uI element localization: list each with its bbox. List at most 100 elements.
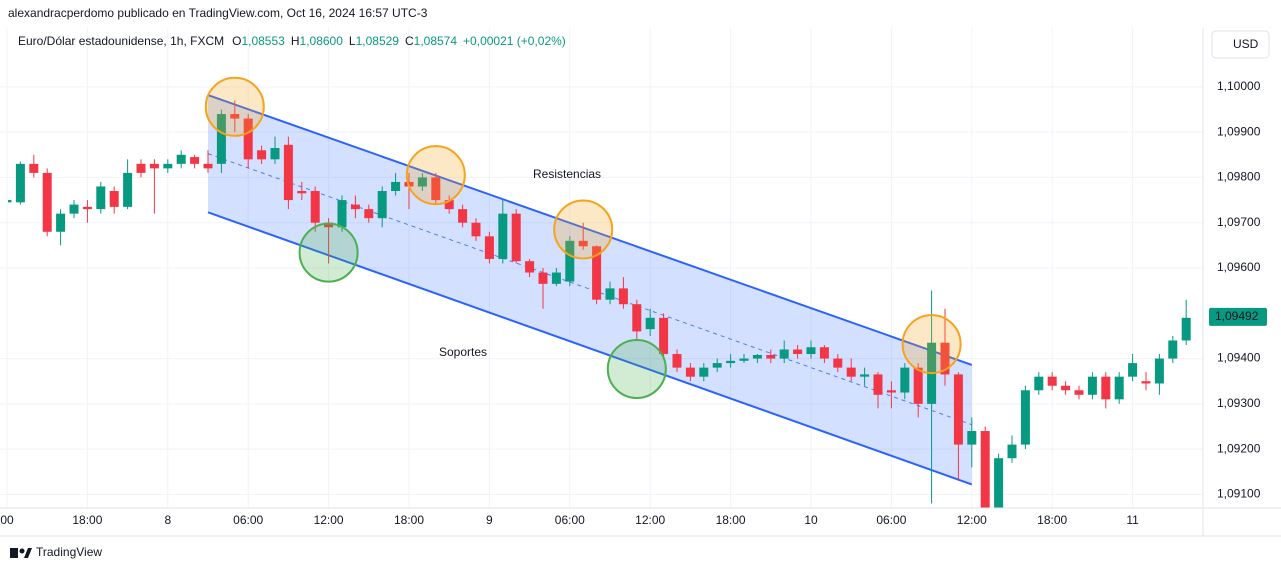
candle-body xyxy=(1047,376,1057,386)
candle-body xyxy=(1114,376,1124,400)
x-tick-label: 12:00 xyxy=(314,513,344,527)
ohlc-value: 1,08529 xyxy=(356,34,400,48)
resistance-circle xyxy=(405,145,466,206)
ohlc-label: H xyxy=(291,34,300,48)
candle-body xyxy=(833,358,843,368)
candle-body xyxy=(471,222,481,237)
candle-body xyxy=(417,177,427,187)
candle-body xyxy=(605,288,615,300)
candle-body xyxy=(726,360,736,364)
x-tick-label: 18:00 xyxy=(72,513,102,527)
candle-body xyxy=(860,374,870,377)
x-tick-label: 00 xyxy=(0,513,14,527)
candle-body xyxy=(350,204,360,210)
support-circle xyxy=(606,338,667,399)
candle-body xyxy=(1087,376,1097,395)
candle-body xyxy=(283,144,293,201)
candle-body xyxy=(793,349,803,355)
candle-body xyxy=(337,200,347,228)
candle-body xyxy=(270,148,280,160)
candle-body xyxy=(538,272,548,284)
candle-body xyxy=(551,272,561,284)
channel-fill xyxy=(208,95,972,485)
candle-body xyxy=(913,367,923,404)
ohlc-value: 1,08574 xyxy=(414,34,458,48)
candle-body xyxy=(846,367,856,377)
ohlc-value: 1,08600 xyxy=(300,34,344,48)
candle-body xyxy=(8,200,12,203)
candle-body xyxy=(324,222,334,228)
candle-body xyxy=(484,236,494,259)
candle-body xyxy=(1168,340,1178,359)
candle-body xyxy=(1061,385,1071,391)
candle-body xyxy=(230,114,240,119)
resistance-circle xyxy=(204,76,265,137)
candle-body xyxy=(712,363,722,368)
x-tick-label: 10 xyxy=(804,513,818,527)
candle-body xyxy=(1141,381,1151,384)
candle-body xyxy=(123,172,133,207)
y-tick-label: 1,09700 xyxy=(1217,215,1261,229)
y-tick-label: 1,09100 xyxy=(1217,487,1261,501)
y-tick-label: 1,09300 xyxy=(1217,396,1261,410)
axes: 1,10000 1,09900 1,09800 1,09700 1,09600 1,094… xyxy=(0,79,1260,527)
currency-button[interactable] xyxy=(1211,30,1270,59)
last-price-tag xyxy=(1209,307,1267,326)
candle-body xyxy=(1034,376,1044,391)
candle-body xyxy=(364,209,374,219)
candle-body xyxy=(377,191,387,219)
candle-body xyxy=(203,163,213,169)
candle-body xyxy=(216,114,226,164)
candle-body xyxy=(967,431,977,445)
y-tick-label: 1,09800 xyxy=(1217,170,1261,184)
candle-body xyxy=(444,200,454,210)
candle-body xyxy=(525,261,535,273)
candle-body xyxy=(565,240,575,282)
candle-body xyxy=(1181,317,1191,341)
candle-body xyxy=(297,191,307,194)
candle-body xyxy=(310,191,320,223)
change: +0,00021 (+0,02%) xyxy=(463,34,566,48)
y-tick-label: 1,09200 xyxy=(1217,441,1261,455)
candle-body xyxy=(15,163,25,203)
candle-body xyxy=(940,342,950,375)
candle-body xyxy=(1007,444,1017,459)
x-tick-label: 11 xyxy=(1126,513,1139,527)
ohlc-label: L xyxy=(349,34,356,48)
logo-mark xyxy=(10,548,18,558)
candle-body xyxy=(511,213,521,262)
currency[interactable]: USD xyxy=(1233,37,1259,51)
x-tick-label: 12:00 xyxy=(635,513,665,527)
candle-body xyxy=(592,246,602,300)
candle-body xyxy=(645,317,655,330)
candle-body xyxy=(69,204,79,214)
candle-body xyxy=(176,154,186,164)
ohlc-value: 1,08553 xyxy=(241,34,285,48)
candle-body xyxy=(42,172,52,232)
symbol: Euro/Dólar estadounidense, 1h, FXCM xyxy=(18,34,224,48)
candle-body xyxy=(632,304,642,332)
x-tick-label: 06:00 xyxy=(555,513,585,527)
logo xyxy=(10,548,32,558)
last-price-label: 1,09492 xyxy=(1215,309,1259,323)
candle-body xyxy=(886,390,896,393)
candle-body xyxy=(96,186,106,210)
candle-body xyxy=(578,240,588,247)
logo-mark xyxy=(24,548,32,558)
brand: TradingView xyxy=(36,545,102,559)
candle-body xyxy=(819,347,829,359)
x-tick-label: 8 xyxy=(164,513,171,527)
candle-body xyxy=(257,150,267,160)
candle-body xyxy=(1128,363,1138,377)
candle-body xyxy=(163,163,173,169)
support-circle xyxy=(298,222,359,283)
y-tick-label: 1,09600 xyxy=(1217,260,1261,274)
candle-body xyxy=(149,163,159,169)
x-tick-label: 06:00 xyxy=(233,513,263,527)
channel-layer xyxy=(207,94,973,486)
x-tick-label: 9 xyxy=(486,513,493,527)
candle-body xyxy=(109,191,119,207)
